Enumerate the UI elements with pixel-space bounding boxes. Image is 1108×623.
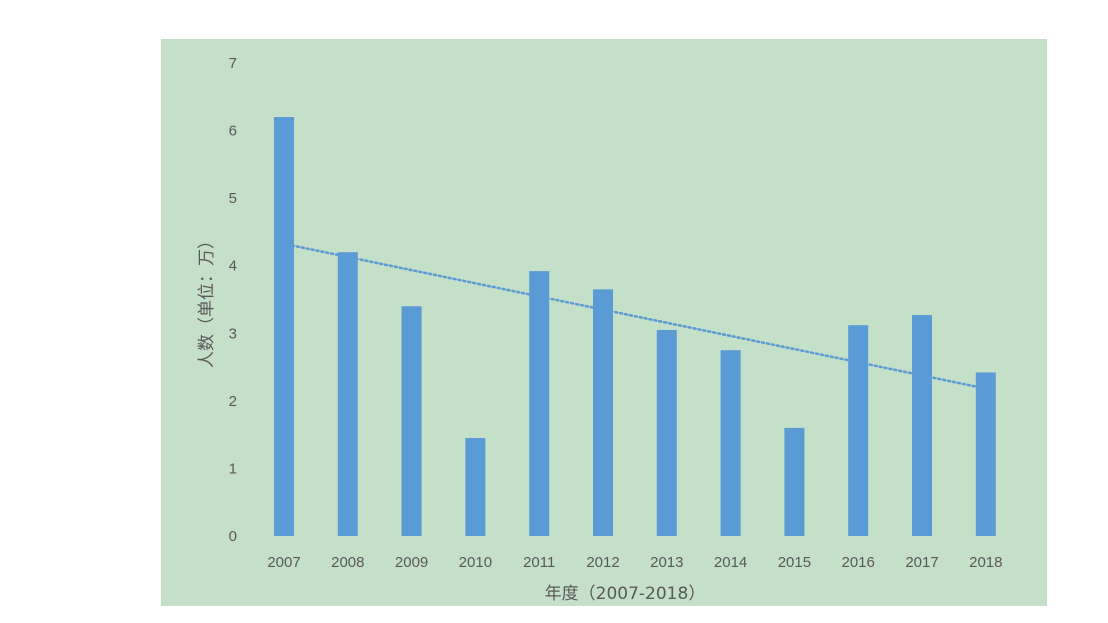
x-axis-ticks: 2007 2008 2009 2010 2011 2012 2013 2014 2015 2016…	[267, 554, 1002, 571]
y-tick-label: 6	[229, 123, 237, 140]
x-tick-label: 2009	[395, 554, 428, 571]
x-tick-label: 2012	[586, 554, 619, 571]
y-tick-label: 7	[229, 55, 237, 72]
bar-2015	[784, 427, 805, 536]
bar-2007	[274, 117, 294, 537]
x-tick-label: 2017	[905, 554, 938, 571]
x-tick-label: 2013	[650, 554, 683, 571]
bar-2018	[975, 372, 996, 536]
y-axis-ticks: 0 1 2 3 4 5 6 7	[229, 55, 237, 545]
bar-2011	[529, 271, 550, 536]
x-tick-label: 2016	[842, 554, 875, 571]
y-tick-label: 2	[229, 393, 237, 410]
trendline	[290, 244, 982, 389]
y-tick-label: 1	[229, 460, 237, 477]
bar-2012	[593, 289, 613, 536]
bar-2014	[720, 350, 741, 536]
x-tick-label: 2008	[331, 554, 364, 571]
y-tick-label: 3	[229, 325, 237, 342]
x-tick-label: 2015	[778, 554, 811, 571]
x-tick-label: 2011	[523, 554, 555, 571]
x-tick-label: 2007	[267, 554, 300, 571]
y-axis-title: 人数（单位：万）	[197, 232, 217, 368]
y-tick-label: 4	[229, 258, 237, 275]
y-tick-label: 0	[229, 528, 237, 545]
x-tick-label: 2014	[714, 554, 747, 571]
bar-2016	[848, 325, 869, 536]
y-tick-label: 5	[229, 190, 237, 207]
bar-2009	[401, 306, 422, 536]
x-tick-label: 2018	[969, 554, 1002, 571]
bar-2013	[656, 329, 677, 536]
bars	[274, 117, 996, 537]
x-axis-title: 年度（2007-2018）	[545, 584, 706, 604]
x-tick-label: 2010	[459, 554, 492, 571]
bar-2008	[337, 252, 358, 536]
bar-2010	[465, 438, 486, 536]
bar-2017	[912, 315, 932, 536]
